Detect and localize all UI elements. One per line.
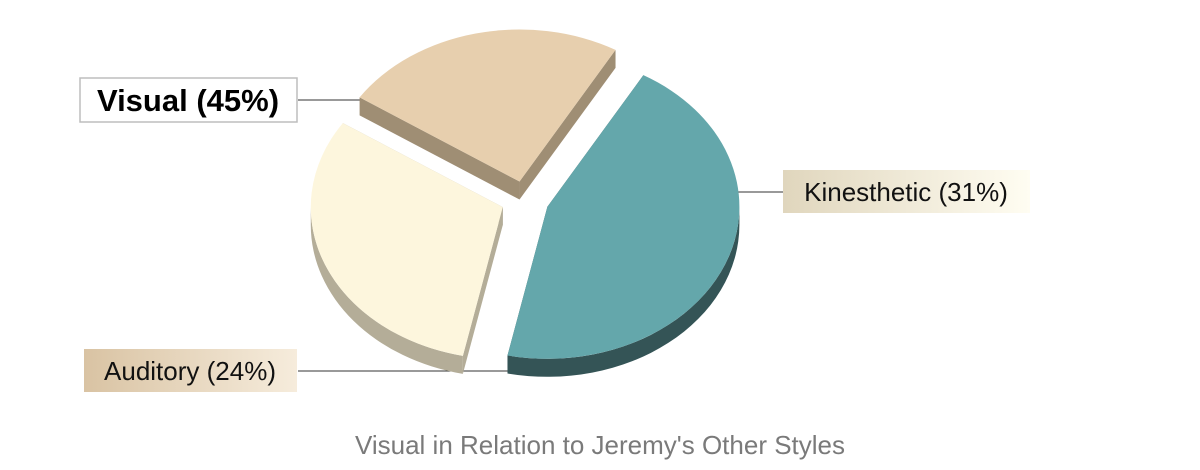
slice-wall-kinesthetic-0 bbox=[462, 207, 503, 374]
leader-line-auditory bbox=[298, 366, 536, 372]
slice-label-kinesthetic-text: Kinesthetic (31%) bbox=[804, 177, 1008, 207]
slice-label-visual: Visual (45%) bbox=[79, 77, 298, 123]
slice-label-kinesthetic: Kinesthetic (31%) bbox=[783, 170, 1030, 213]
pie-slice-kinesthetic bbox=[310, 123, 503, 374]
slice-label-visual-text: Visual (45%) bbox=[97, 83, 279, 118]
slice-label-auditory-text: Auditory (24%) bbox=[104, 356, 276, 386]
slice-wall-auditory-0 bbox=[359, 97, 520, 200]
slice-wall-auditory-1 bbox=[519, 49, 616, 200]
slice-top-auditory bbox=[359, 29, 616, 182]
pie-slice-visual bbox=[507, 75, 740, 377]
pie-slice-auditory bbox=[359, 29, 616, 200]
slice-label-auditory: Auditory (24%) bbox=[84, 349, 297, 392]
slice-top-kinesthetic bbox=[310, 123, 503, 356]
slice-top-visual bbox=[507, 75, 740, 359]
leader-line-visual bbox=[298, 99, 367, 107]
pie-slices bbox=[310, 29, 740, 377]
slice-rim-kinesthetic-0 bbox=[310, 207, 463, 374]
chart-caption: Visual in Relation to Jeremy's Other Sty… bbox=[354, 430, 846, 460]
slice-rim-visual-0 bbox=[507, 206, 740, 377]
